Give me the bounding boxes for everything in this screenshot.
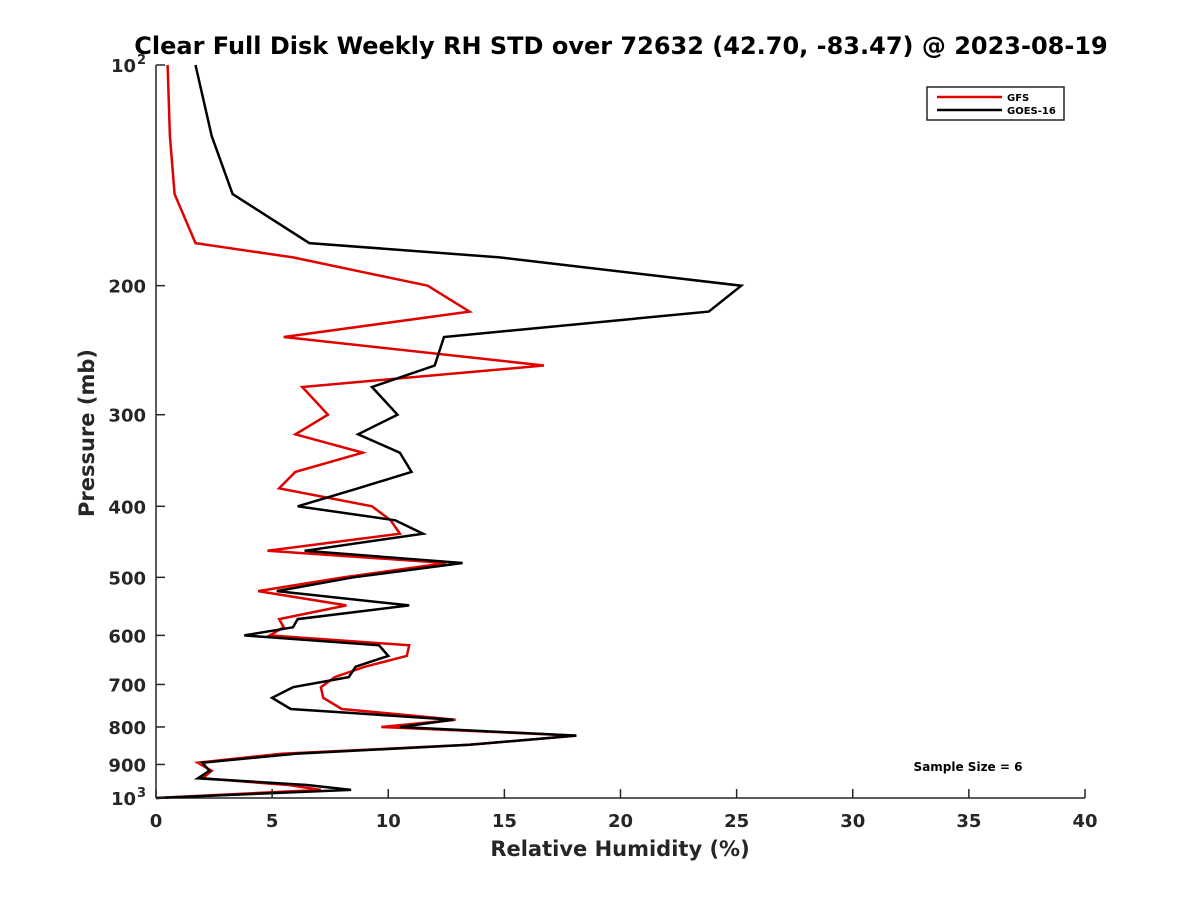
- x-tick-label: 0: [150, 811, 163, 832]
- x-tick-label: 25: [724, 811, 749, 832]
- x-tick-label: 30: [840, 811, 865, 832]
- legend-box: [926, 86, 1065, 121]
- y-tick-label: 400: [108, 497, 146, 518]
- y-tick-label: 700: [108, 675, 146, 696]
- y-tick-label: 300: [108, 406, 146, 427]
- y-tick-label: 900: [108, 755, 146, 776]
- y-axis-label: Pressure (mb): [75, 349, 99, 517]
- x-tick-label: 35: [956, 811, 981, 832]
- plot-area: [155, 65, 1085, 799]
- y-tick-label: 10: [111, 56, 136, 77]
- x-tick-label: 5: [266, 811, 279, 832]
- legend-label-0: GFS: [1007, 93, 1029, 104]
- y-tick-label: 10: [111, 789, 136, 810]
- legend: GFS GOES-16: [926, 86, 1065, 121]
- y-tick-label: 600: [108, 626, 146, 647]
- series-lines: [155, 64, 745, 800]
- y-tick-exponent: 3: [137, 786, 146, 801]
- x-tick-label: 15: [492, 811, 517, 832]
- sample-size-annotation: Sample Size = 6: [914, 760, 1023, 774]
- x-tick-label: 20: [608, 811, 633, 832]
- x-axis: 0 5 10 15 20 25 30 35 40: [150, 789, 1098, 832]
- y-tick-exponent: 2: [137, 53, 146, 68]
- legend-label-1: GOES-16: [1007, 106, 1056, 117]
- y-tick-label: 800: [108, 718, 146, 739]
- y-tick-label: 500: [108, 568, 146, 589]
- y-tick-label: 200: [108, 277, 146, 298]
- x-tick-label: 10: [376, 811, 401, 832]
- x-tick-label: 40: [1072, 811, 1097, 832]
- x-axis-label: Relative Humidity (%): [490, 837, 749, 861]
- series-line-1: [155, 64, 745, 800]
- chart-title: Clear Full Disk Weekly RH STD over 72632…: [134, 32, 1107, 60]
